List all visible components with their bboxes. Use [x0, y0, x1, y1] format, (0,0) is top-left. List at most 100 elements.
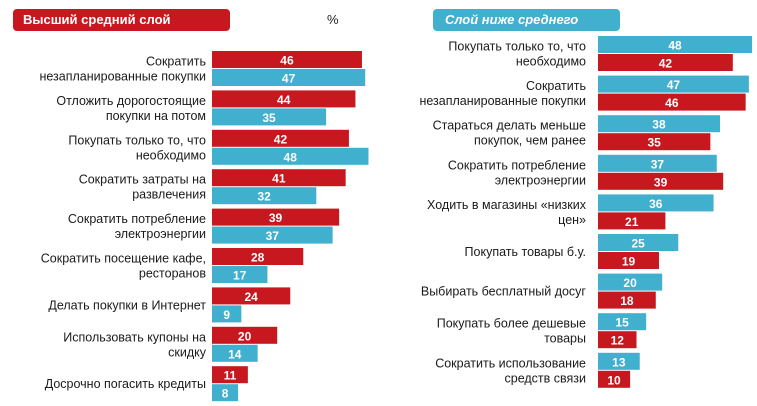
left-panel-title: Высший средний слой: [13, 9, 230, 31]
data-label: 41: [272, 172, 286, 186]
data-label: 15: [615, 316, 629, 330]
data-label: 39: [654, 175, 668, 189]
category-label: электроэнергии: [115, 227, 206, 241]
data-label: 44: [277, 93, 291, 107]
category-label: незапланированные покупки: [39, 70, 206, 84]
data-label: 48: [284, 150, 298, 164]
bar-p2-row2-s1: [598, 75, 749, 93]
bar-p1-row9-s1: [212, 366, 248, 384]
bar-p2-row4-s1: [598, 154, 717, 172]
category-label: Сократить затраты на: [79, 173, 206, 187]
percent-unit-label: %: [327, 12, 339, 27]
data-label: 11: [224, 369, 237, 383]
category-label: Покупать товары б.у.: [465, 245, 586, 259]
bar-p2-row8-s1: [598, 313, 647, 331]
data-label: 36: [649, 197, 663, 211]
bar-p2-row2-s2: [598, 93, 746, 111]
bar-p2-row3-s2: [598, 133, 711, 151]
data-label: 14: [228, 347, 242, 361]
data-label: 47: [282, 72, 296, 86]
bar-p1-row2-s2: [212, 108, 327, 126]
bar-p2-row6-s1: [598, 234, 679, 251]
bar-p1-row8-s2: [212, 344, 258, 362]
data-label: 25: [631, 237, 645, 251]
bar-p2-row1-s1: [598, 36, 753, 53]
bar-p1-row9-s2: [212, 384, 239, 402]
data-label: 21: [625, 215, 639, 229]
category-label: Покупать более дешевые: [437, 317, 586, 331]
bar-p1-row5-s1: [212, 208, 340, 226]
category-label: Покупать только то, что: [448, 40, 586, 54]
data-label: 9: [223, 308, 230, 322]
data-label: 20: [623, 276, 637, 290]
bar-p2-row3-s1: [598, 115, 720, 133]
data-label: 32: [257, 190, 271, 204]
bar-p2-row7-s1: [598, 273, 663, 291]
bar-p1-row1-s2: [212, 69, 366, 86]
category-label: покупки на потом: [106, 109, 206, 123]
bar-p2-row8-s2: [598, 331, 637, 349]
category-label: Сократить использование: [435, 356, 586, 370]
bar-p1-row6-s1: [212, 248, 304, 265]
data-label: 12: [611, 334, 625, 348]
category-label: Покупать только то, что: [68, 133, 206, 147]
data-label: 10: [607, 373, 621, 387]
category-label: цен»: [558, 213, 586, 227]
bar-p2-row6-s2: [598, 252, 659, 269]
category-label: покупок, чем ранее: [474, 134, 586, 148]
bar-p2-row7-s2: [598, 291, 656, 309]
category-label: Делать покупки в Интернет: [48, 298, 206, 312]
right-panel-title: Слой ниже среднего: [433, 9, 620, 31]
bar-p1-row5-s2: [212, 226, 333, 244]
category-label: ресторанов: [139, 267, 206, 281]
data-label: 20: [238, 329, 252, 343]
bar-p2-row4-s2: [598, 172, 724, 190]
bar-p2-row9-s2: [598, 370, 631, 388]
category-label: незапланированные покупки: [419, 94, 586, 108]
bar-p1-row8-s1: [212, 326, 278, 344]
category-label: Использовать купоны на: [63, 330, 206, 344]
data-label: 17: [233, 269, 247, 283]
data-label: 8: [222, 387, 229, 401]
bar-p1-row6-s2: [212, 266, 268, 283]
bar-p1-row3-s1: [212, 129, 349, 147]
category-label: развлечения: [132, 188, 206, 202]
bar-p1-row2-s1: [212, 90, 356, 108]
data-label: 18: [620, 294, 634, 308]
category-label: средств связи: [505, 371, 587, 385]
data-label: 24: [244, 290, 258, 304]
category-label: необходимо: [516, 55, 586, 69]
category-label: необходимо: [136, 148, 206, 162]
data-label: 42: [274, 132, 288, 146]
category-label: Сократить потребление: [448, 158, 586, 172]
bar-p2-row9-s1: [598, 352, 640, 370]
bar-p2-row5-s2: [598, 212, 666, 230]
data-label: 37: [651, 157, 665, 171]
category-label: Сократить: [146, 55, 206, 69]
data-label: 42: [659, 57, 673, 71]
category-label: Выбирать бесплатный досуг: [421, 285, 587, 299]
data-label: 46: [280, 54, 294, 68]
bar-p1-row4-s1: [212, 169, 346, 187]
category-label: Досрочно погасить кредиты: [45, 377, 206, 391]
bar-p1-row7-s2: [212, 305, 242, 323]
category-label: Сократить посещение кафе,: [41, 252, 206, 266]
bar-p1-row4-s2: [212, 187, 317, 205]
category-label: Стараться делать меньше: [433, 119, 586, 133]
data-label: 47: [667, 78, 681, 92]
category-label: Ходить в магазины «низких: [427, 198, 587, 212]
data-label: 48: [668, 39, 682, 53]
category-label: товары: [544, 332, 586, 346]
data-label: 38: [652, 118, 666, 132]
bar-p1-row7-s1: [212, 287, 291, 305]
category-label: электроэнергии: [495, 173, 586, 187]
category-label: Сократить: [526, 79, 586, 93]
data-label: 13: [612, 355, 626, 369]
bar-p1-row1-s1: [212, 51, 362, 68]
bar-p2-row1-s2: [598, 54, 733, 71]
category-label: Отложить дорогостоящие: [56, 94, 206, 108]
data-label: 19: [622, 255, 636, 269]
